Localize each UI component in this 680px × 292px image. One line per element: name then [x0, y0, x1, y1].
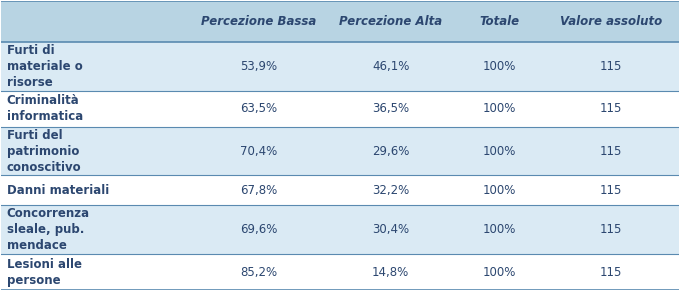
Text: 63,5%: 63,5%	[240, 102, 277, 115]
Text: 115: 115	[600, 60, 622, 73]
Text: 14,8%: 14,8%	[372, 266, 409, 279]
Text: Furti di
materiale o
risorse: Furti di materiale o risorse	[7, 44, 82, 89]
Bar	[1, 42, 679, 91]
Text: 85,2%: 85,2%	[240, 266, 277, 279]
Text: 100%: 100%	[482, 102, 516, 115]
Text: Furti del
patrimonio
conoscitivo: Furti del patrimonio conoscitivo	[7, 128, 82, 173]
Text: 115: 115	[600, 184, 622, 197]
Text: 30,4%: 30,4%	[372, 223, 409, 236]
Text: Lesioni alle
persone: Lesioni alle persone	[7, 258, 82, 287]
Text: 115: 115	[600, 145, 622, 158]
Text: 67,8%: 67,8%	[240, 184, 277, 197]
Bar	[1, 175, 679, 205]
Text: Totale: Totale	[479, 15, 520, 28]
Text: 70,4%: 70,4%	[240, 145, 277, 158]
Text: Percezione Bassa: Percezione Bassa	[201, 15, 316, 28]
Text: Danni materiali: Danni materiali	[7, 184, 109, 197]
Text: Concorrenza
sleale, pub.
mendace: Concorrenza sleale, pub. mendace	[7, 207, 90, 252]
Text: Valore assoluto: Valore assoluto	[560, 15, 662, 28]
Text: 100%: 100%	[482, 223, 516, 236]
Text: Criminalità
informatica: Criminalità informatica	[7, 94, 83, 123]
Text: 53,9%: 53,9%	[240, 60, 277, 73]
Text: 115: 115	[600, 266, 622, 279]
Text: 115: 115	[600, 102, 622, 115]
Text: 100%: 100%	[482, 266, 516, 279]
Text: 100%: 100%	[482, 60, 516, 73]
Bar	[1, 205, 679, 254]
Text: 100%: 100%	[482, 145, 516, 158]
Text: 100%: 100%	[482, 184, 516, 197]
Text: 36,5%: 36,5%	[372, 102, 409, 115]
Text: 29,6%: 29,6%	[372, 145, 409, 158]
Text: Percezione Alta: Percezione Alta	[339, 15, 443, 28]
Text: 69,6%: 69,6%	[240, 223, 277, 236]
Text: 46,1%: 46,1%	[372, 60, 409, 73]
Bar	[1, 127, 679, 175]
Text: 115: 115	[600, 223, 622, 236]
Bar	[1, 91, 679, 127]
Bar	[1, 1, 679, 42]
Text: 32,2%: 32,2%	[372, 184, 409, 197]
Bar	[1, 254, 679, 290]
